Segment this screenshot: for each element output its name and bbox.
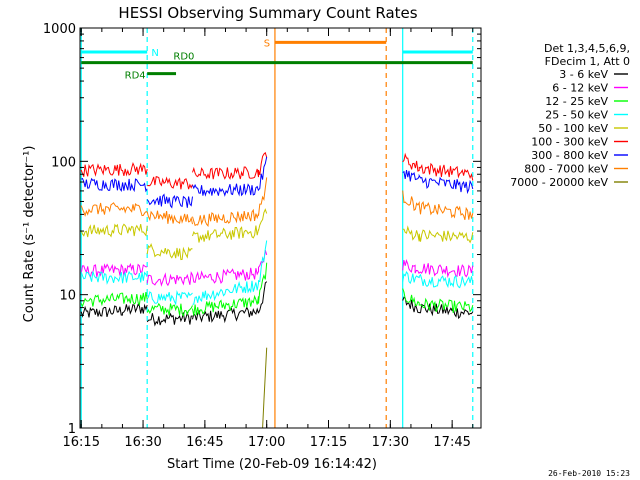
series-0-segment-1 [146,311,193,327]
series-2-segment-2 [192,262,268,316]
legend-label: 25 - 50 keV [545,109,608,122]
series-2 [80,262,474,317]
x-tick-label: 16:15 [63,435,100,450]
series-4 [80,208,474,261]
series-5-segment-3 [402,152,474,181]
series-1-segment-2 [192,250,268,284]
legend-header-line: Det 1,3,4,5,6,9, [544,42,630,55]
series-4-segment-2 [192,208,268,243]
legend: Det 1,3,4,5,6,9,FDecim 1, Att 03 - 6 keV… [510,42,630,189]
annotation-label-rd4: RD4 [125,71,146,82]
x-tick-label: 17:00 [248,435,285,450]
x-tick-label: 16:30 [124,435,161,450]
series-3-segment-2 [192,240,268,305]
series-6-segment-0 [80,177,148,193]
y-axis-label: Count Rate (s⁻¹ detector⁻¹) [22,146,37,323]
series-7-segment-1 [146,210,193,225]
plot-frame [79,27,482,429]
legend-label: 6 - 12 keV [552,82,608,95]
legend-label: 3 - 6 keV [559,68,608,81]
y-tick-label: 100 [51,155,76,170]
series-3-segment-3 [402,270,474,289]
series-5-segment-0 [80,161,148,177]
series-0-segment-3 [402,296,474,320]
series-2-segment-1 [146,302,193,317]
legend-label: 12 - 25 keV [545,95,608,108]
axes-layer: 1 10 100 1000 16:15 16:30 16:45 17:00 17:15 17:30… [43,22,482,450]
series-3 [80,240,474,306]
series-4-segment-0 [80,223,148,238]
series-8 [262,347,268,429]
series-6-segment-1 [146,193,193,209]
series-6-segment-2 [192,156,268,197]
series-4-segment-3 [402,225,474,244]
series-4-segment-1 [146,243,193,261]
y-tick-label: 10 [59,289,76,304]
series-5-segment-2 [192,151,268,180]
series-1-segment-1 [146,271,193,287]
series-2-segment-3 [402,288,474,313]
legend-label: 100 - 300 keV [531,136,608,149]
y-tick-label: 1000 [43,22,76,37]
x-axis-label: Start Time (20-Feb-09 16:14:42) [167,457,377,472]
legend-header-line: FDecim 1, Att 0 [545,55,630,68]
legend-label: 7000 - 20000 keV [510,176,608,189]
series-8-segment-0 [262,347,268,429]
x-tick-label: 17:45 [433,435,470,450]
series-0-segment-0 [80,303,148,318]
series-1-segment-3 [402,258,474,279]
x-tick-label: 16:45 [186,435,223,450]
series-3-segment-1 [146,289,193,306]
series-7 [80,177,474,227]
x-tick-label: 17:15 [310,435,347,450]
legend-label: 50 - 100 keV [538,122,608,135]
annotation-label-s: S [264,38,270,49]
annotation-label-rd0: RD0 [173,52,194,63]
series-7-segment-0 [80,202,148,217]
timestamp-footer: 26-Feb-2010 15:23 [548,469,630,478]
series-6-segment-3 [402,170,474,195]
series-5-segment-1 [147,175,193,190]
series-5 [80,151,474,190]
series-1 [80,250,474,287]
y-tick-label: 1 [68,422,76,437]
annotation-label-n: N [151,48,158,59]
x-tick-label: 17:30 [372,435,409,450]
legend-label: 800 - 7000 keV [524,163,608,176]
chart-title: HESSI Observing Summary Count Rates [118,4,417,22]
series-7-segment-2 [192,177,268,227]
series-2-segment-0 [80,292,148,308]
series-7-segment-3 [402,190,474,220]
legend-label: 300 - 800 keV [531,149,608,162]
series-1-segment-0 [80,262,148,279]
series-3-segment-0 [80,270,148,285]
series-6 [80,156,474,209]
plot-layer: N RD0 RD4 S [80,28,474,429]
